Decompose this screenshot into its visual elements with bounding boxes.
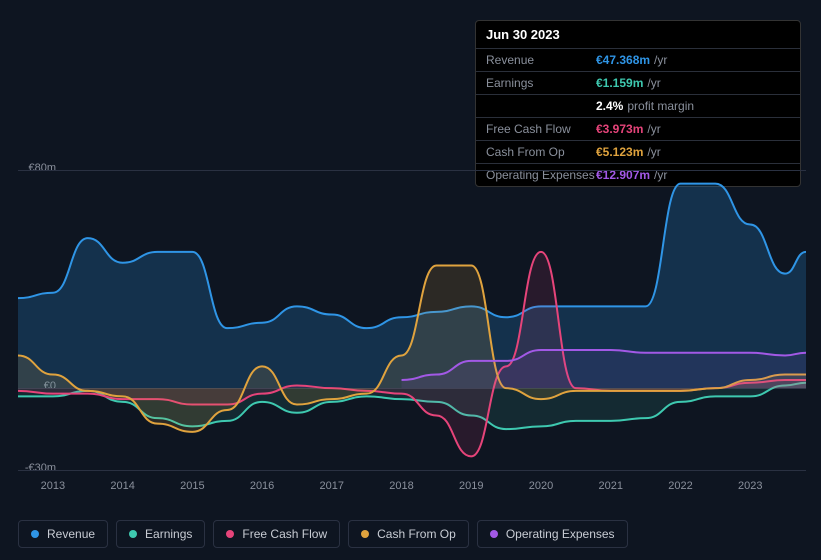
tooltip-row: Free Cash Flow€3.973m/yr (476, 117, 800, 140)
tooltip-date: Jun 30 2023 (476, 21, 800, 48)
legend-item[interactable]: Cash From Op (348, 520, 469, 548)
tooltip-row-suffix: /yr (654, 53, 667, 67)
tooltip-row: Revenue€47.368m/yr (476, 48, 800, 71)
tooltip-row-suffix: /yr (647, 76, 660, 90)
chart-area: €80m€0-€30m 2013201420152016201720182019… (18, 160, 808, 470)
legend-label: Free Cash Flow (242, 527, 327, 541)
chart-svg (18, 170, 806, 470)
legend-swatch (490, 530, 498, 538)
tooltip-row-value: €5.123m (596, 145, 643, 159)
tooltip-row-extra: 2.4%profit margin (476, 94, 800, 117)
x-tick-label: 2015 (180, 480, 204, 492)
tooltip-row-value: €47.368m (596, 53, 650, 67)
legend-label: Operating Expenses (506, 527, 615, 541)
legend-swatch (129, 530, 137, 538)
x-tick-label: 2022 (668, 480, 692, 492)
x-tick-label: 2013 (41, 480, 65, 492)
legend-item[interactable]: Operating Expenses (477, 520, 628, 548)
x-tick-label: 2014 (110, 480, 134, 492)
legend-item[interactable]: Earnings (116, 520, 205, 548)
legend-swatch (226, 530, 234, 538)
x-tick-label: 2020 (529, 480, 553, 492)
tooltip-row-label: Cash From Op (486, 145, 596, 159)
x-tick-label: 2021 (598, 480, 622, 492)
grid-line (18, 470, 806, 471)
tooltip-row-label: Free Cash Flow (486, 122, 596, 136)
legend-item[interactable]: Revenue (18, 520, 108, 548)
legend: Revenue Earnings Free Cash Flow Cash From O… (18, 520, 628, 548)
x-tick-label: 2018 (389, 480, 413, 492)
x-tick-label: 2017 (320, 480, 344, 492)
legend-item[interactable]: Free Cash Flow (213, 520, 340, 548)
tooltip-row-value: €1.159m (596, 76, 643, 90)
tooltip-row-label: Revenue (486, 53, 596, 67)
legend-swatch (361, 530, 369, 538)
x-tick-label: 2019 (459, 480, 483, 492)
tooltip-row-suffix: /yr (647, 122, 660, 136)
x-tick-label: 2016 (250, 480, 274, 492)
x-tick-label: 2023 (738, 480, 762, 492)
legend-label: Cash From Op (377, 527, 456, 541)
tooltip-row-suffix: /yr (647, 145, 660, 159)
legend-label: Revenue (47, 527, 95, 541)
tooltip-row-value: €3.973m (596, 122, 643, 136)
tooltip-row-label: Earnings (486, 76, 596, 90)
legend-swatch (31, 530, 39, 538)
legend-label: Earnings (145, 527, 192, 541)
tooltip-row: Earnings€1.159m/yr (476, 71, 800, 94)
